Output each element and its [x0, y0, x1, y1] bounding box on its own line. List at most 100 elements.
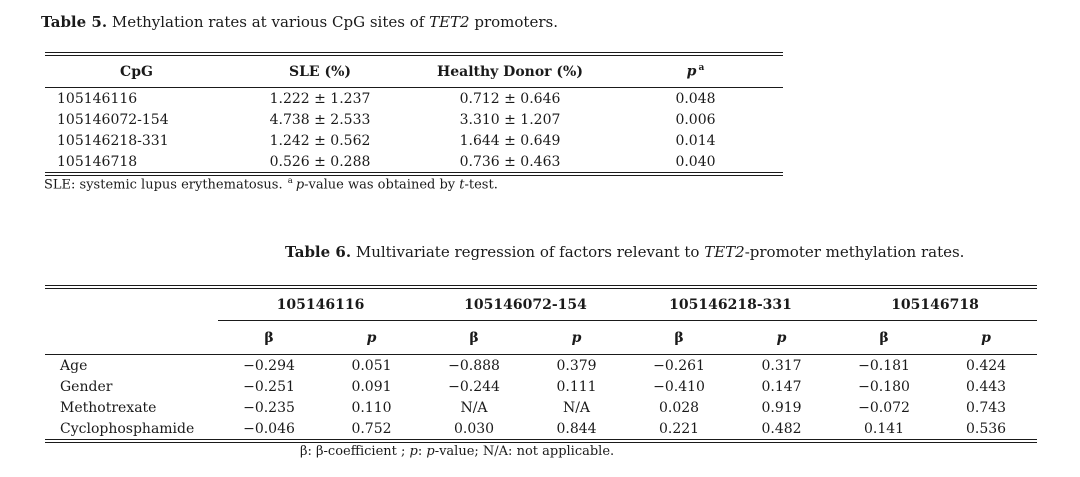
table5-row-105146218-331: 105146218-331 1.242 ± 0.562 1.644 ± 0.64…: [45, 130, 783, 151]
table6-row-methotrexate: Methotrexate −0.235 0.110 N/A N/A 0.028 …: [45, 397, 1037, 418]
p-value: 0.844: [556, 420, 597, 437]
p-value: 0.111: [556, 378, 597, 395]
p-value: 0.317: [761, 357, 802, 374]
beta-header: β: [833, 320, 936, 355]
p-value: 0.919: [761, 399, 802, 416]
footnote-superscript-a: a: [287, 176, 293, 186]
beta-value: 0.141: [863, 420, 905, 437]
p-superscript-a: a: [698, 63, 705, 74]
beta-value: 0.028: [658, 399, 700, 416]
p-header: p: [525, 320, 629, 355]
table5-row-105146072-154: 105146072-154 4.738 ± 2.533 3.310 ± 1.20…: [45, 109, 783, 130]
table6-row-gender: Gender −0.251 0.091 −0.244 0.111 −0.410 …: [45, 376, 1037, 397]
beta-value: −0.261: [653, 357, 705, 374]
group-105146072-154: 105146072-154: [423, 287, 629, 321]
cell-sle: 1.242 ± 0.562: [269, 132, 371, 149]
row-label: Methotrexate: [60, 399, 157, 416]
table5-col-sle: SLE (%): [228, 54, 412, 88]
beta-value: −0.888: [448, 357, 500, 374]
p-value: 0.091: [351, 378, 392, 395]
table6-multivariate-regression: 105146116 105146072-154 105146218-331 10…: [45, 285, 1038, 443]
cell-sle: 4.738 ± 2.533: [269, 111, 371, 128]
cell-p: 0.006: [675, 111, 716, 128]
table5-col-healthy-donor: Healthy Donor (%): [412, 54, 608, 88]
p-value: 0.743: [965, 399, 1007, 416]
table5-row-105146718: 105146718 0.526 ± 0.288 0.736 ± 0.463 0.…: [45, 151, 783, 176]
row-label: Cyclophosphamide: [60, 420, 195, 437]
cell-cpg: 105146718: [45, 151, 228, 176]
beta-value: −0.410: [653, 378, 705, 395]
p-header: p: [935, 320, 1038, 355]
beta-value: −0.072: [858, 399, 910, 416]
beta-value: 0.030: [453, 420, 495, 437]
beta-header: β: [628, 320, 731, 355]
table6-footnote: β: β-coefficient ; p: p-value; N/A: not …: [300, 444, 614, 459]
beta-value: −0.244: [448, 378, 500, 395]
p-value: 0.051: [351, 357, 392, 374]
cell-healthy: 0.712 ± 0.646: [459, 90, 561, 107]
beta-value: −0.181: [858, 357, 910, 374]
footnote-p-italic: p: [295, 177, 305, 193]
beta-value: −0.251: [243, 378, 295, 395]
p-value: 0.110: [351, 399, 392, 416]
table5-caption-gene: TET2: [429, 13, 470, 31]
table5-footnote: SLE: systemic lupus erythematosus. a p-va…: [44, 176, 498, 192]
p-symbol: p: [686, 63, 697, 80]
row-label: Gender: [60, 378, 113, 395]
table6-caption: Table 6. Multivariate regression of fact…: [285, 243, 964, 261]
beta-value: −0.294: [243, 357, 295, 374]
row-label: Age: [60, 357, 88, 374]
group-105146218-331: 105146218-331: [628, 287, 834, 321]
empty-corner-cell: [45, 287, 218, 321]
table5-row-105146116: 105146116 1.222 ± 1.237 0.712 ± 0.646 0.…: [45, 88, 783, 110]
footnote-t-italic: t: [459, 177, 465, 193]
beta-value: −0.180: [858, 378, 910, 395]
footnote-p-italic: p: [426, 444, 435, 459]
cell-p: 0.040: [608, 151, 783, 176]
cell-healthy: 3.310 ± 1.207: [459, 111, 561, 128]
p-value: 0.147: [761, 378, 802, 395]
p-value: 0.752: [351, 420, 392, 437]
table5-col-cpg: CpG: [45, 54, 228, 88]
beta-header: β: [423, 320, 526, 355]
footnote-text: -value; N/A: not applicable.: [434, 444, 615, 459]
table6-group-header-row: 105146116 105146072-154 105146218-331 10…: [45, 287, 1038, 321]
cell-p: 0.048: [675, 90, 716, 107]
footnote-text: -test.: [464, 177, 498, 193]
cell-healthy: 0.736 ± 0.463: [412, 151, 608, 176]
footnote-text: -value was obtained by: [304, 177, 460, 193]
p-value: 0.379: [556, 357, 597, 374]
table5-caption-text: Methylation rates at various CpG sites o…: [107, 13, 430, 31]
empty-corner-cell: [45, 320, 218, 355]
table5-caption: Table 5. Methylation rates at various Cp…: [41, 13, 558, 31]
p-value: 0.482: [761, 420, 802, 437]
beta-value: −0.046: [243, 420, 295, 437]
p-header: p: [730, 320, 834, 355]
p-value: 0.536: [965, 420, 1007, 437]
beta-value: N/A: [460, 399, 488, 416]
footnote-p-italic: p: [409, 444, 418, 459]
cell-cpg: 105146218-331: [57, 132, 169, 149]
table6-row-age: Age −0.294 0.051 −0.888 0.379 −0.261 0.3…: [45, 355, 1037, 377]
footnote-text: β: β-coefficient ;: [300, 444, 410, 459]
table6-caption-label: Table 6.: [285, 243, 352, 261]
cell-cpg: 105146072-154: [57, 111, 169, 128]
footnote-text: :: [417, 444, 427, 459]
beta-header: β: [218, 320, 320, 355]
footnote-text: SLE: systemic lupus erythematosus.: [44, 177, 287, 193]
cell-sle: 1.222 ± 1.237: [269, 90, 371, 107]
table6-caption-text: Multivariate regression of factors relev…: [351, 243, 705, 261]
group-105146718: 105146718: [833, 287, 1038, 321]
p-value: 0.424: [965, 357, 1007, 374]
beta-value: −0.235: [243, 399, 295, 416]
beta-value: 0.221: [658, 420, 700, 437]
p-value: N/A: [562, 399, 591, 416]
cell-healthy: 1.644 ± 0.649: [459, 132, 561, 149]
cell-sle: 0.526 ± 0.288: [228, 151, 412, 176]
table5-caption-label: Table 5.: [41, 13, 108, 31]
p-value: 0.443: [965, 378, 1007, 395]
